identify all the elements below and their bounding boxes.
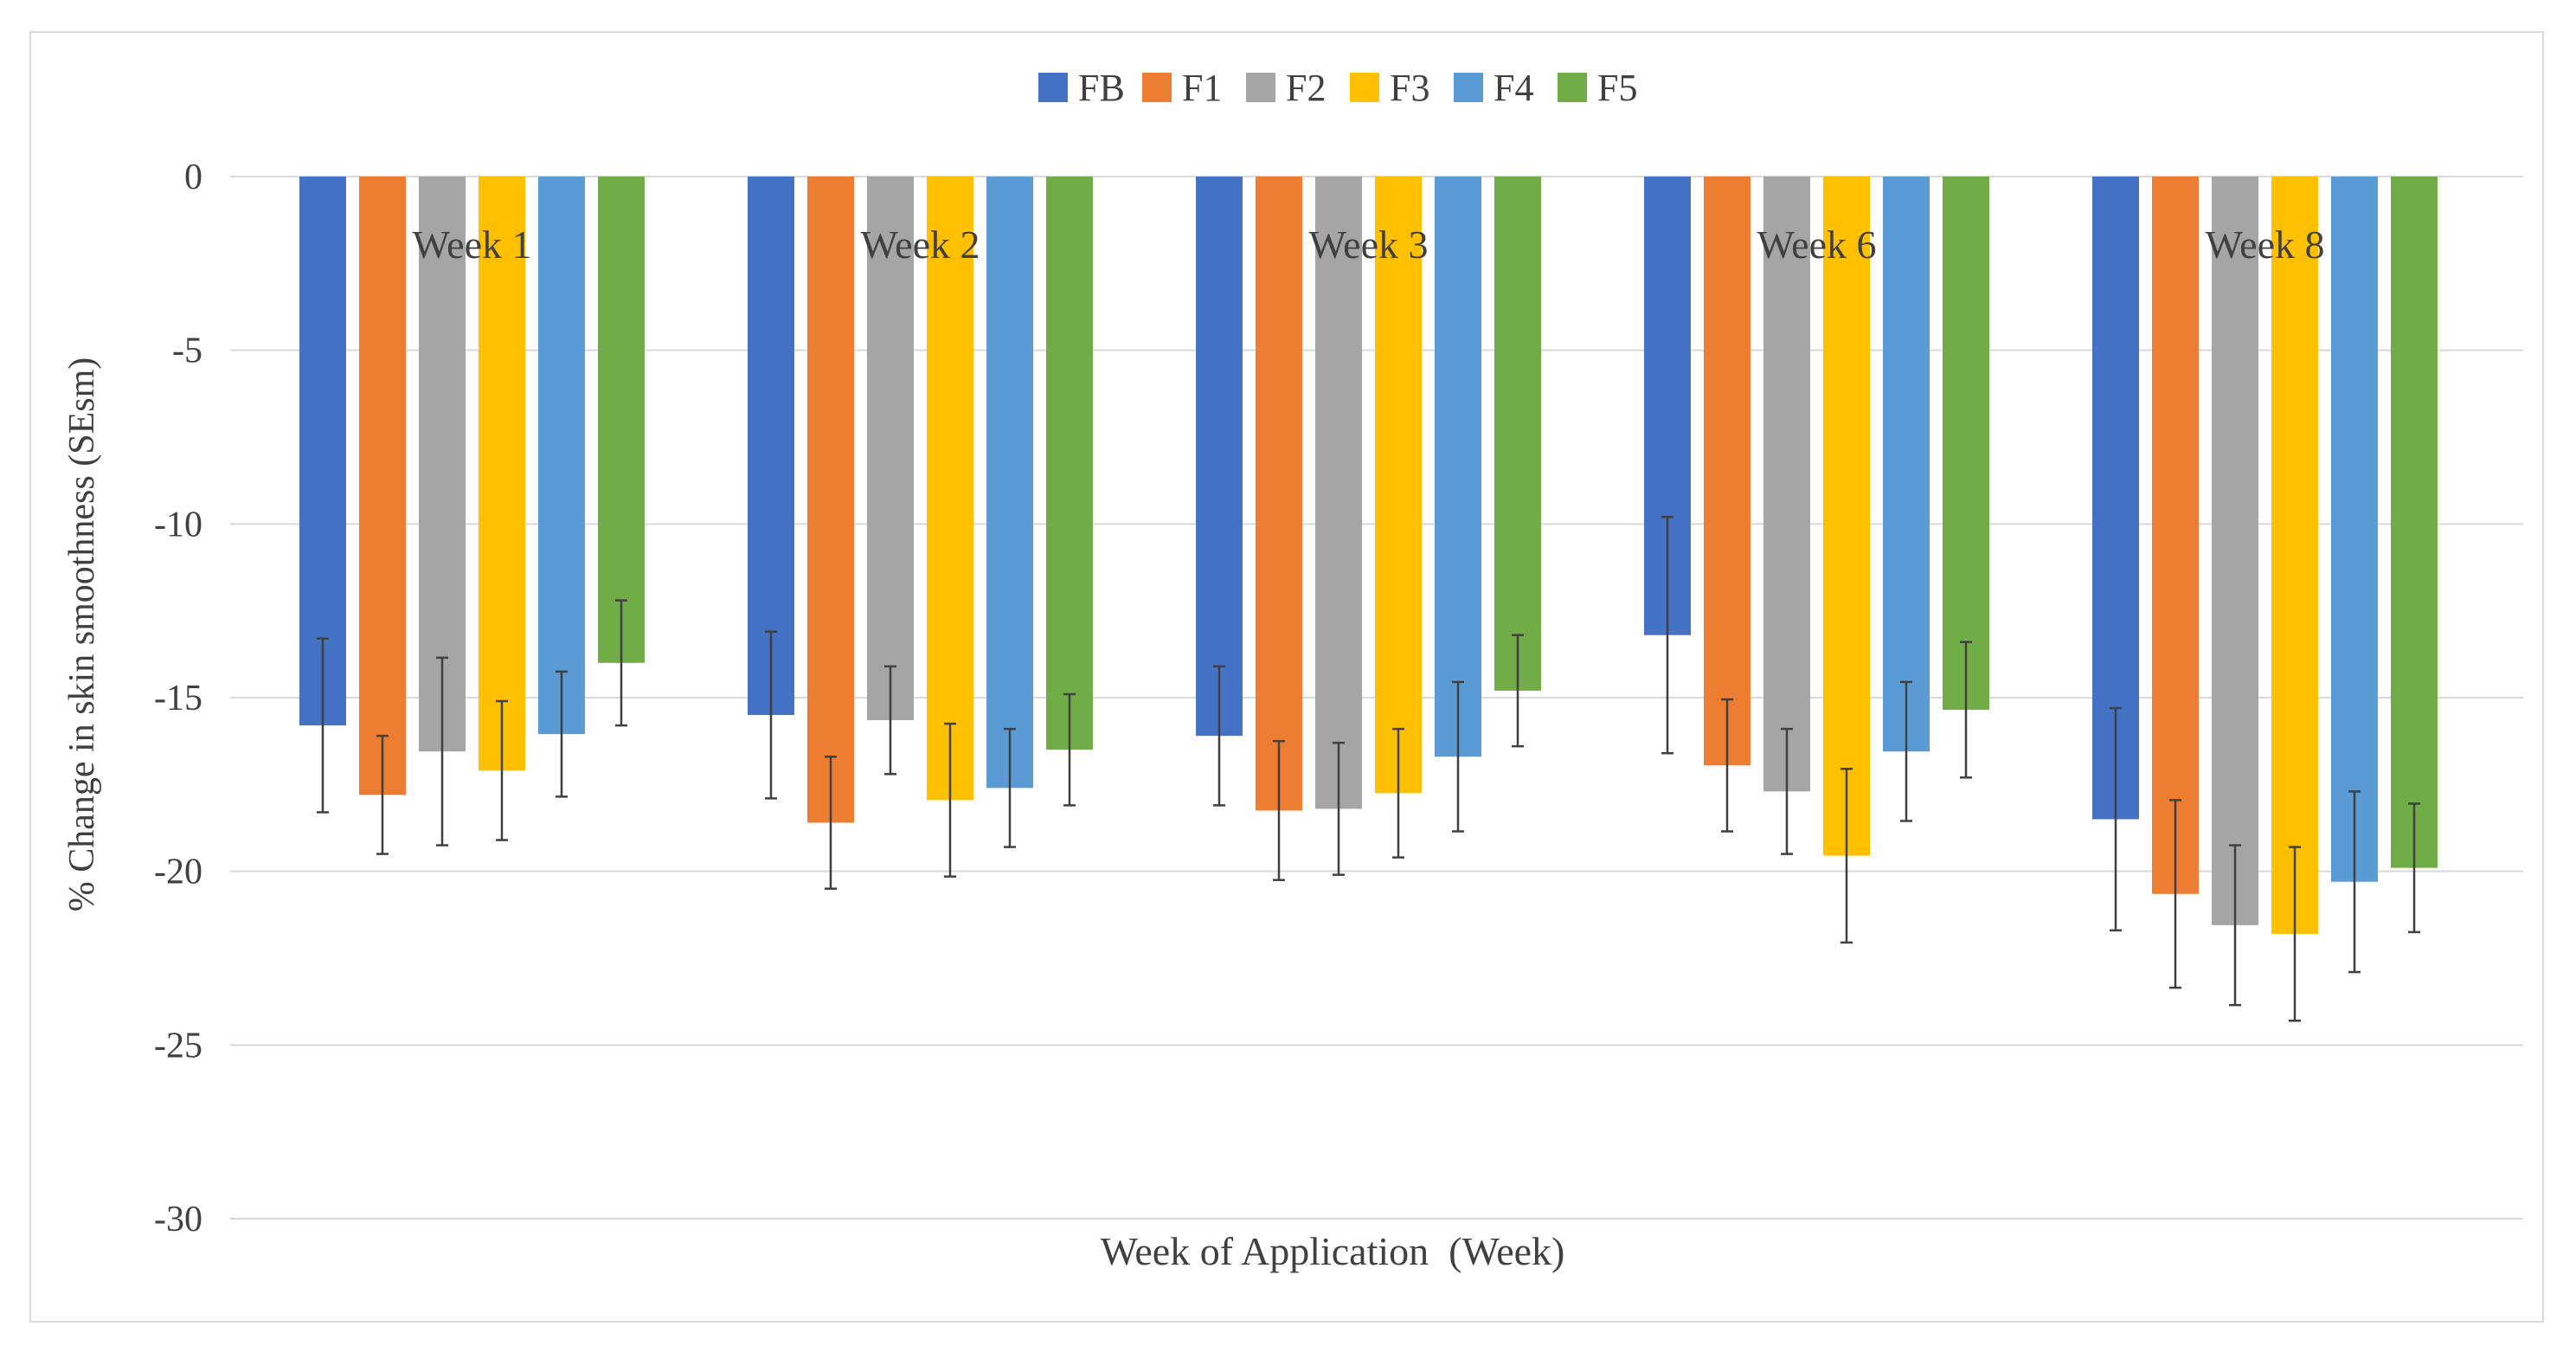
error-bar (1960, 641, 1972, 779)
bar-f4-week-6 (1883, 177, 1930, 752)
error-bar (2110, 706, 2122, 932)
error-bar (376, 734, 389, 855)
legend-label: F5 (1597, 67, 1637, 109)
x-axis-title: Week of Application (Week) (1101, 1229, 1565, 1273)
error-bar (2408, 802, 2420, 934)
error-bar (1333, 741, 1345, 876)
category-labels: Week 1 Week 2 Week 3 Week 6 Week 8 (412, 222, 2324, 267)
bars (299, 177, 2438, 934)
error-bar (317, 637, 329, 814)
legend-swatch (1038, 73, 1068, 102)
y-axis-ticks: 0 -5 -10 -15 -20 -25 -30 (154, 158, 202, 1239)
legend-item-f3: F3 (1350, 67, 1429, 109)
y-tick-label: -15 (154, 679, 202, 718)
legend-label: F3 (1390, 67, 1429, 109)
error-bar (496, 699, 508, 841)
y-tick-label: -10 (154, 505, 202, 544)
legend-label: F1 (1182, 67, 1222, 109)
error-bar (1273, 739, 1285, 881)
error-bar (1661, 516, 1673, 755)
bar-f3-week-1 (479, 177, 525, 771)
bar-f2-week-8 (2212, 177, 2258, 925)
legend-swatch (1454, 73, 1483, 102)
bar-f5-week-1 (598, 177, 645, 663)
error-bar (1392, 727, 1404, 859)
y-axis-title: % Change in skin smoothness (SEsm) (62, 357, 102, 911)
legend-swatch (1246, 73, 1275, 102)
bar-fb-week-1 (299, 177, 346, 726)
error-bar (1004, 727, 1016, 848)
error-bar (2169, 799, 2181, 989)
error-bar (436, 656, 448, 847)
bar-chart: Week 1 Week 2 Week 3 Week 6 Week 8 0 -5 -10 -15… (62, 67, 2523, 1273)
y-tick-label: -30 (154, 1200, 202, 1239)
error-bar (765, 630, 777, 800)
error-bar (2229, 844, 2241, 1007)
bar-f5-week-2 (1046, 177, 1093, 750)
error-bar (615, 599, 627, 727)
bar-f4-week-2 (986, 177, 1033, 789)
bar-f3-week-2 (927, 177, 973, 801)
bar-f1-week-2 (807, 177, 854, 823)
bar-f4-week-8 (2331, 177, 2378, 882)
category-label: Week 6 (1757, 222, 1876, 267)
bar-f3-week-3 (1375, 177, 1422, 794)
bar-fb-week-3 (1196, 177, 1243, 737)
error-bar (2348, 790, 2361, 974)
bar-f1-week-1 (359, 177, 406, 795)
bar-f1-week-8 (2152, 177, 2199, 894)
bar-f5-week-8 (2391, 177, 2438, 868)
legend-label: F2 (1286, 67, 1326, 109)
bar-f2-week-6 (1763, 177, 1810, 792)
category-label: Week 2 (860, 222, 980, 267)
error-bar (2289, 846, 2301, 1022)
bar-f1-week-6 (1704, 177, 1751, 766)
bar-f2-week-2 (867, 177, 914, 721)
bar-f2-week-3 (1315, 177, 1362, 809)
error-bar (1900, 680, 1912, 822)
error-bars (317, 516, 2420, 1022)
error-bar (825, 755, 837, 890)
legend: FB F1 F2 F3 F4 F5 (1038, 67, 1637, 109)
category-label: Week 8 (2205, 222, 2324, 267)
bar-f3-week-6 (1823, 177, 1870, 856)
error-bar (1213, 665, 1225, 807)
category-label: Week 1 (412, 222, 531, 267)
y-tick-label: 0 (184, 158, 202, 197)
legend-item-f5: F5 (1558, 67, 1637, 109)
bar-f4-week-3 (1435, 177, 1481, 757)
error-bar (1781, 727, 1793, 855)
legend-item-fb: FB (1038, 67, 1125, 109)
legend-label: F4 (1494, 67, 1533, 109)
error-bar (1512, 634, 1524, 748)
y-tick-label: -20 (154, 853, 202, 892)
error-bar (1840, 768, 1853, 944)
bar-f5-week-6 (1943, 177, 1989, 711)
legend-label: FB (1078, 67, 1125, 109)
y-tick-label: -5 (172, 332, 202, 371)
legend-swatch (1350, 73, 1379, 102)
legend-item-f4: F4 (1454, 67, 1533, 109)
legend-item-f1: F1 (1142, 67, 1222, 109)
y-tick-label: -25 (154, 1026, 202, 1066)
error-bar (556, 670, 568, 798)
error-bar (884, 665, 896, 776)
error-bar (1063, 692, 1076, 807)
bar-fb-week-2 (748, 177, 794, 716)
bar-f3-week-8 (2271, 177, 2318, 934)
bar-f2-week-1 (419, 177, 466, 752)
error-bar (944, 722, 956, 878)
bar-f4-week-1 (538, 177, 585, 735)
bar-f1-week-3 (1256, 177, 1302, 811)
legend-swatch (1142, 73, 1172, 102)
legend-swatch (1558, 73, 1587, 102)
chart-frame: Week 1 Week 2 Week 3 Week 6 Week 8 0 -5 -10 -15… (29, 31, 2544, 1323)
legend-item-f2: F2 (1246, 67, 1326, 109)
category-label: Week 3 (1308, 222, 1428, 267)
error-bar (1452, 680, 1464, 833)
error-bar (1721, 698, 1733, 833)
bar-f5-week-3 (1494, 177, 1541, 691)
